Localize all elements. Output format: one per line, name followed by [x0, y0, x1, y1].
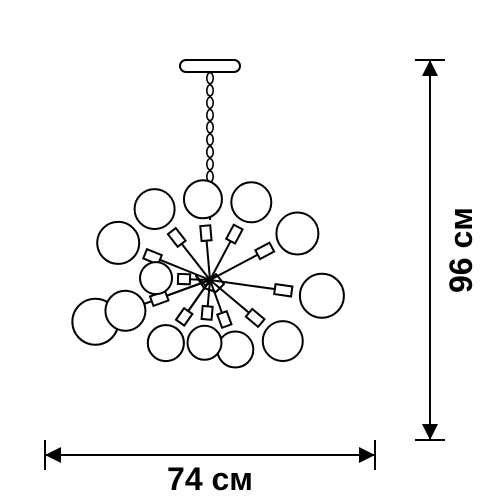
bulb [263, 321, 303, 361]
chandelier-outline [72, 60, 344, 368]
chain-link [207, 122, 213, 133]
bulb [97, 222, 139, 264]
socket [202, 306, 213, 320]
bulb [300, 274, 344, 318]
chain-link [207, 73, 213, 84]
socket [178, 274, 190, 284]
socket [255, 243, 274, 259]
chain-link [207, 85, 213, 96]
width-label: 74 см [167, 461, 253, 497]
bulb [148, 325, 184, 361]
bulb [188, 326, 222, 360]
bulb [217, 332, 253, 368]
bulb [135, 189, 175, 229]
chain-link [207, 159, 213, 170]
height-dimension: 96 см [415, 60, 479, 440]
bulb [276, 213, 318, 255]
socket [274, 284, 292, 296]
chandelier-dimension-diagram: 74 см 96 см [0, 0, 500, 500]
bulb [231, 182, 271, 222]
socket [200, 225, 211, 241]
bulb [105, 291, 145, 331]
chain-link [207, 134, 213, 145]
bulb [184, 180, 222, 218]
socket [176, 308, 192, 325]
chain-link [207, 110, 213, 121]
socket [226, 225, 242, 244]
bulb [140, 262, 172, 294]
ceiling-canopy [180, 60, 240, 72]
width-dimension: 74 см [45, 440, 375, 497]
socket [168, 228, 186, 247]
chain-link [207, 146, 213, 157]
chain-link [207, 97, 213, 108]
height-label: 96 см [443, 207, 479, 293]
socket [217, 311, 231, 328]
